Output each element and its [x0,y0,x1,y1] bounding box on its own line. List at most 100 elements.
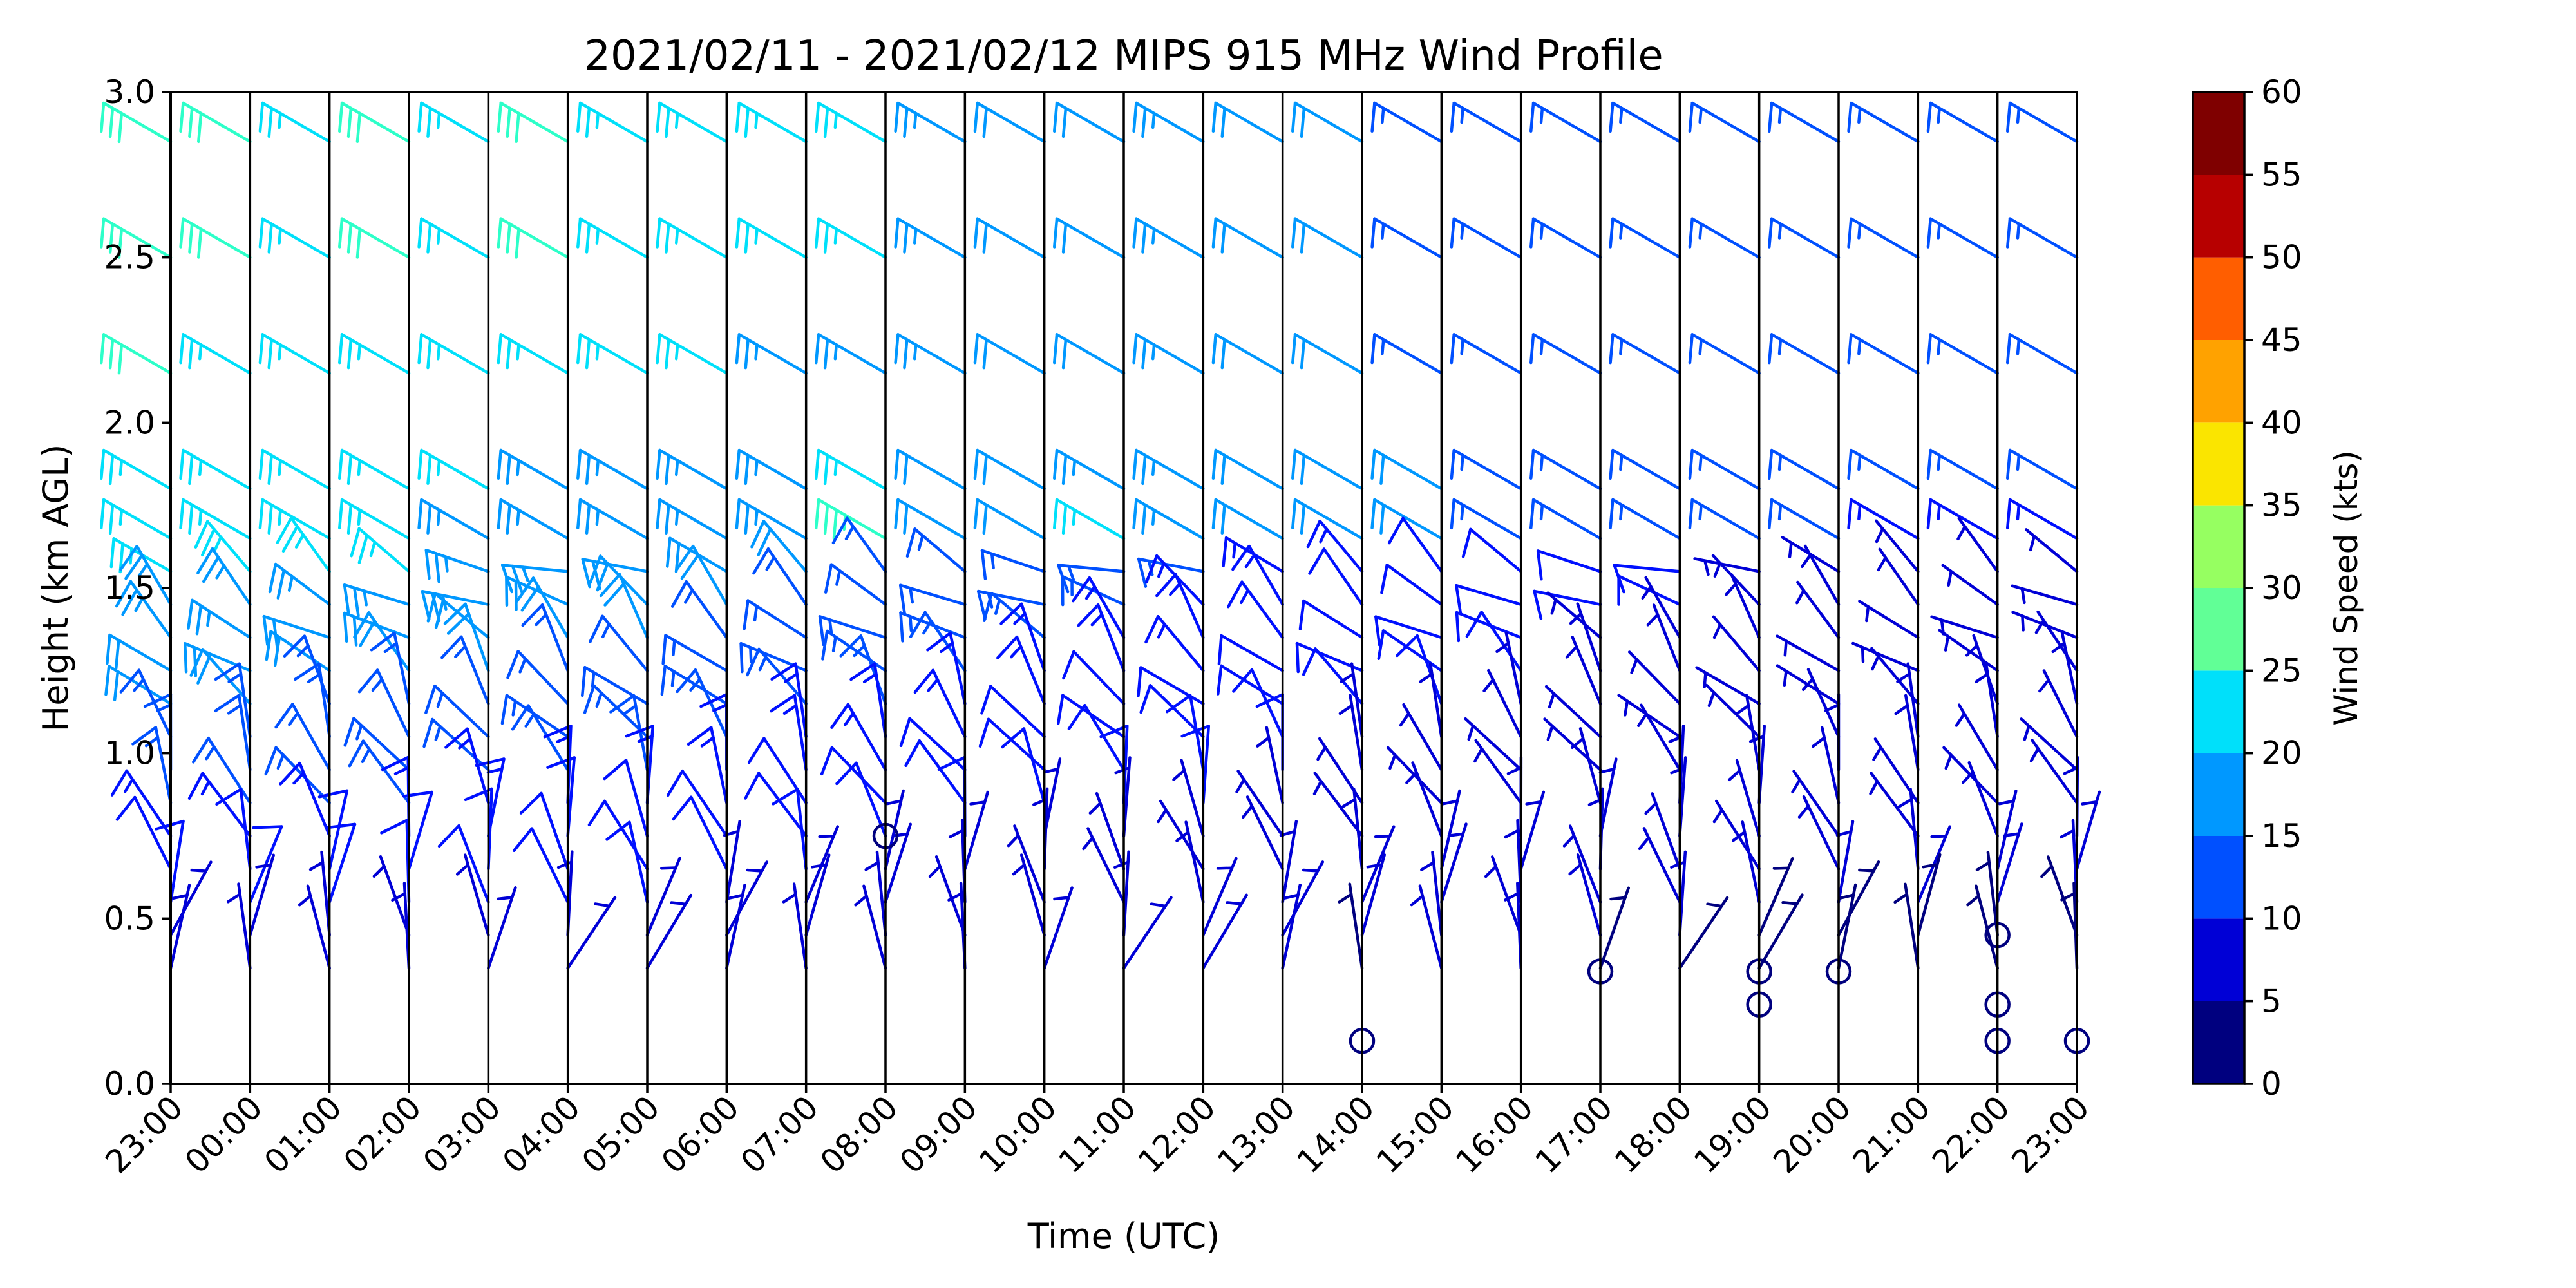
wind-barb [268,562,331,606]
wind-barb [1306,519,1364,573]
wind-barb [1420,850,1443,937]
wind-barb [308,850,331,937]
wind-barb [110,769,173,838]
wind-barb [1256,726,1284,804]
wind-barb [2011,584,2079,606]
wind-barb [337,101,411,144]
colorbar-segment [2193,670,2244,753]
y-tick-label: 2.5 [104,239,155,276]
wind-barb [1370,217,1443,259]
wind-barb [214,694,252,772]
wind-barb [814,448,887,491]
wind-barb [1847,448,1920,491]
wind-barb [735,217,808,259]
wind-barb [1962,761,1999,838]
wind-barb [770,662,808,739]
wind-barb [1465,611,1522,672]
wind-barb [1678,896,1729,970]
wind-barb [1370,101,1443,144]
wind-barb [191,736,252,804]
wind-barb [521,603,569,672]
wind-barb [1893,882,1920,970]
wind-barb [587,799,649,871]
wind-barb [2040,855,2079,937]
wind-barb [1565,636,1602,705]
wind-barb [317,789,349,871]
wind-barb [179,448,252,491]
colorbar-segment [2193,505,2244,588]
wind-barb [1374,615,1443,647]
wind-barb [1609,448,1681,491]
wind-barb [854,884,887,970]
wind-barb [131,726,173,804]
colorbar-label: Wind Speed (kts) [2327,450,2365,726]
wind-barb [1529,333,1602,375]
colorbar-tick-label: 10 [2261,900,2302,937]
wind-barb [1450,448,1522,491]
wind-barb [1757,857,1794,937]
colorbar-tick-label: 15 [2261,817,2302,855]
wind-barb [1767,333,1841,375]
time-gridlines [249,92,1999,1084]
wind-barb [1996,822,2023,904]
wind-barb [1688,217,1761,259]
wind-barb [1926,333,1999,375]
wind-barb [1529,498,1602,540]
wind-barb [1077,603,1126,672]
wind-barb [1172,759,1205,838]
wind-barb [119,544,173,606]
wind-barb [1757,893,1804,970]
wind-barb [1232,668,1284,739]
wind-barb [422,717,490,772]
colorbar: 0 5 10 15 20 25 30 35 40 45 50 55 60 [2192,73,2302,1103]
wind-barb [115,795,173,871]
wind-barb [913,668,967,739]
wind-barb [1688,333,1761,375]
wind-barb [752,547,808,606]
wind-barb [1291,101,1364,144]
wind-barb [1461,527,1522,573]
wind-barb [1847,101,1920,144]
wind-barb [973,217,1046,259]
wind-barb [1302,647,1364,705]
wind-barb [1791,770,1841,838]
wind-barb [1609,498,1681,540]
wind-barb [999,602,1046,672]
wind-barb [1712,799,1761,871]
wind-barb [820,746,887,804]
wind-barb [589,614,649,672]
wind-barb [497,498,569,540]
wind-barb [424,684,490,739]
wind-barb [609,694,649,772]
wind-barb [1544,685,1602,739]
wind-barb [1052,498,1126,540]
wind-barb [487,886,517,970]
wind-barb [973,333,1046,375]
y-tick-label: 2.0 [104,404,155,441]
wind-barb [1917,853,1942,937]
wind-barb [1211,217,1284,259]
wind-barb [519,791,569,871]
wind-barb [187,598,252,639]
wind-barb [1837,883,1857,970]
wind-barb [258,333,331,375]
wind-barb [298,884,331,970]
wind-barb [1157,799,1205,871]
wind-barb [1405,761,1443,838]
wind-barb [194,520,252,573]
wind-barb [1211,101,1284,144]
wind-barb [1144,614,1205,672]
wind-barb [814,217,887,259]
wind-barb [1338,882,1364,970]
y-axis-label: Height (km AGL) [35,444,76,732]
wind-barb [497,448,569,491]
wind-barb [1132,333,1205,375]
wind-barb [1966,884,1999,970]
wind-barb [1711,554,1761,606]
wind-barb [839,634,887,705]
wind-barb [1926,217,1999,259]
wind-barb [589,554,649,606]
wind-barb [1725,573,1761,639]
wind-barb [337,217,411,259]
wind-barb [1568,853,1602,937]
